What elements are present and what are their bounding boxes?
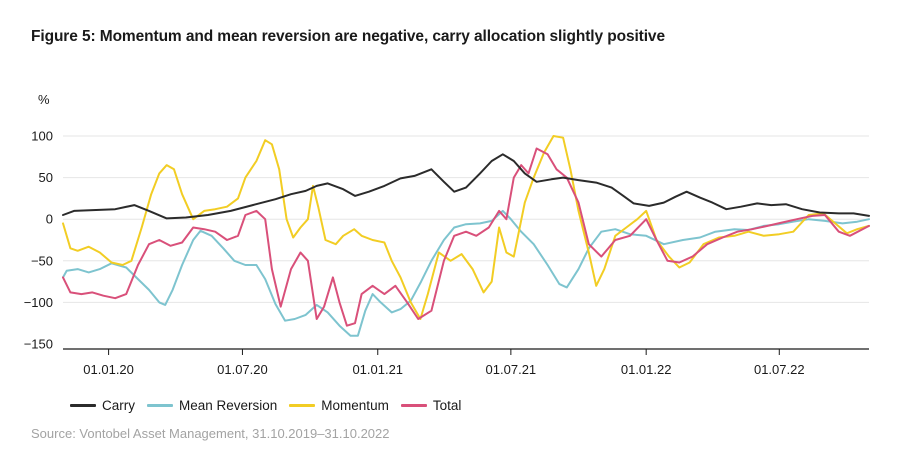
y-tick-label: 100 xyxy=(31,129,53,144)
legend-swatch-momentum xyxy=(289,404,316,407)
series-line-mean-reversion xyxy=(62,209,870,337)
legend-swatch-mean-reversion xyxy=(147,404,173,407)
x-tick-label: 01.01.21 xyxy=(352,362,403,377)
x-axis-ticks: 01.01.20 01.07.20 01.01.21 01.07.21 01.01.22… xyxy=(83,349,805,377)
series-line-total xyxy=(62,147,870,327)
series-lines xyxy=(62,135,870,337)
gridlines xyxy=(63,135,869,303)
x-tick-label: 01.07.20 xyxy=(217,362,268,377)
series-line-carry xyxy=(62,153,870,220)
source-note: Source: Vontobel Asset Management, 31.10… xyxy=(31,426,390,441)
legend-swatch-total xyxy=(400,404,427,407)
y-tick-label: −50 xyxy=(31,253,53,268)
series-line-momentum xyxy=(62,135,870,320)
legend-label-momentum: Momentum xyxy=(321,398,389,413)
x-tick-label: 01.07.21 xyxy=(486,362,537,377)
y-tick-label: −100 xyxy=(24,295,53,310)
chart-title: Figure 5: Momentum and mean reversion ar… xyxy=(31,28,665,45)
y-tick-label: 50 xyxy=(39,170,53,185)
y-axis-ticks: 100 50 0 −50 −100 −150 xyxy=(24,129,53,352)
y-axis-label: % xyxy=(38,92,50,107)
y-tick-label: −150 xyxy=(24,337,53,352)
legend-label-carry: Carry xyxy=(102,398,135,413)
y-tick-label: 0 xyxy=(46,212,53,227)
legend-label-total: Total xyxy=(432,398,462,413)
x-tick-label: 01.01.20 xyxy=(83,362,134,377)
legend-item-carry: Carry xyxy=(70,398,135,413)
x-tick-label: 01.07.22 xyxy=(754,362,805,377)
legend-item-mean-reversion: Mean Reversion xyxy=(147,398,277,413)
legend-label-mean-reversion: Mean Reversion xyxy=(179,398,278,413)
legend-swatch-carry xyxy=(70,404,96,407)
legend: Carry Mean Reversion Momentum Total xyxy=(70,398,473,413)
legend-item-momentum: Momentum xyxy=(289,398,389,413)
x-tick-label: 01.01.22 xyxy=(621,362,672,377)
legend-item-total: Total xyxy=(400,398,462,413)
